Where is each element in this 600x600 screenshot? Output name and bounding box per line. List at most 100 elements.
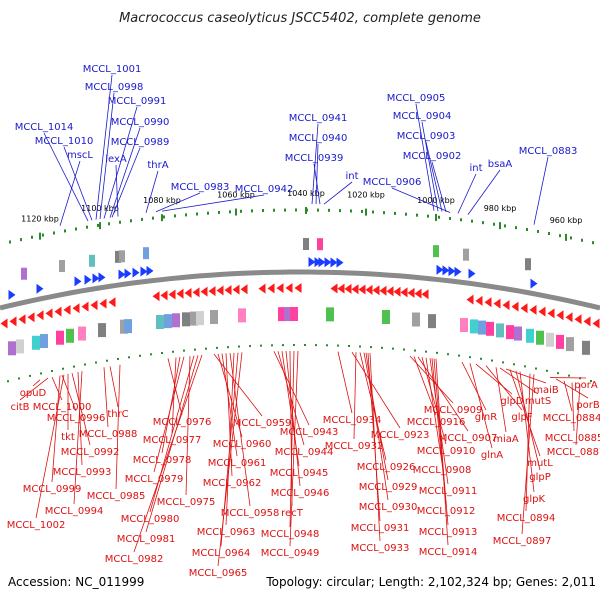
reverse-feature-block (460, 318, 468, 333)
reverse-label-leader (153, 356, 185, 473)
reverse-gene-label: glpP (529, 472, 551, 483)
reverse-gene-label: miaA (493, 434, 519, 445)
forward-gene-label: int (469, 163, 482, 174)
forward-feature-block (89, 254, 95, 267)
reverse-gene-label: MCCL_0907 (439, 433, 498, 444)
inner-scale-dot (249, 345, 251, 348)
reverse-gene-label: MCCL_0958 (221, 508, 280, 519)
reverse-gene-label: MCCL_0962 (203, 478, 262, 489)
reverse-label-leader (229, 353, 251, 507)
reverse-gene-arrow (294, 283, 302, 294)
scale-dot (262, 209, 264, 213)
reverse-gene-label: maiB (533, 385, 559, 396)
forward-feature-block (119, 250, 125, 263)
reverse-label-leader (499, 367, 539, 395)
inner-scale-dot (139, 354, 141, 357)
backbone-arc (0, 269, 600, 311)
forward-gene-label: MCCL_1001 (83, 64, 142, 75)
reverse-feature-block (326, 307, 334, 322)
scale-dot (273, 208, 275, 212)
reverse-gene-label: MCCL_0963 (197, 527, 256, 538)
forward-gene-arrow (448, 266, 456, 277)
scale-dot (31, 235, 33, 239)
reverse-gene-label: opuD (20, 388, 47, 399)
reverse-gene-label: MCCL_0981 (117, 534, 176, 545)
scale-dot (526, 228, 528, 232)
reverse-gene-label: MCCL_0943 (280, 427, 339, 438)
reverse-label-leader (77, 371, 83, 466)
reverse-gene-arrow (285, 283, 293, 294)
reverse-feature-block (496, 323, 504, 338)
reverse-feature-block (536, 330, 544, 345)
reverse-feature-block (506, 325, 514, 340)
gene-features (0, 238, 600, 356)
reverse-gene-arrow (484, 297, 492, 308)
inner-scale-dot (381, 346, 383, 349)
reverse-label-leader (421, 357, 447, 445)
reverse-label-leader (115, 364, 121, 490)
forward-label-leader (313, 163, 321, 205)
forward-label-leader (391, 187, 451, 213)
reverse-label-leader (575, 384, 581, 446)
reverse-gene-arrow (556, 310, 564, 321)
scale-tick-label: 1120 kbp (21, 215, 59, 224)
scale-dot (284, 208, 286, 212)
forward-gene-arrow (318, 257, 326, 268)
scale-dot (339, 209, 341, 213)
scale-dot (174, 214, 176, 218)
reverse-feature-block (210, 310, 218, 325)
scale-dot (504, 224, 506, 228)
reverse-feature-block (486, 321, 494, 336)
reverse-feature-block (284, 307, 292, 322)
forward-label-leader (59, 160, 81, 226)
reverse-gene-arrow (414, 288, 422, 299)
forward-label-leader (421, 121, 439, 212)
scale-dot (427, 214, 429, 218)
reverse-gene-label: glnR (475, 412, 497, 423)
scale-tick-label: 1040 kbp (287, 189, 325, 198)
reverse-gene-arrow (99, 298, 107, 309)
reverse-gene-arrow (216, 285, 224, 296)
reverse-gene-label: MCCL_0982 (105, 554, 164, 565)
scale-dot (328, 208, 330, 212)
forward-gene-arrow (124, 268, 132, 279)
reverse-label-leader (515, 370, 541, 471)
forward-gene-arrow (308, 257, 316, 268)
forward-feature-block (59, 260, 65, 273)
reverse-gene-arrow (27, 312, 35, 323)
accession-text: Accession: NC_011999 (8, 575, 144, 589)
forward-gene-arrow (132, 267, 140, 278)
forward-gene-label: MCCL_0998 (85, 82, 144, 93)
reverse-label-leader (571, 382, 575, 432)
reverse-gene-arrow (72, 303, 80, 314)
inner-scale-dot (535, 367, 537, 370)
reverse-gene-label: MCCL_1002 (7, 520, 66, 531)
reverse-gene-arrow (0, 318, 8, 329)
forward-gene-arrow (324, 257, 332, 268)
reverse-gene-label: MCCL_0908 (413, 465, 472, 476)
forward-gene-label: MCCL_0902 (403, 151, 462, 162)
reverse-gene-arrow (90, 300, 98, 311)
scale-dot (207, 211, 209, 215)
inner-scale-dot (194, 348, 196, 351)
scale-dot (592, 241, 594, 245)
reverse-feature-block (238, 308, 246, 323)
forward-label-leader (155, 192, 201, 213)
reverse-label-leader (425, 357, 443, 464)
forward-gene-label: MCCL_0990 (111, 117, 170, 128)
forward-gene-label: MCCL_0903 (397, 131, 456, 142)
reverse-feature-block (428, 314, 436, 329)
scale-dot (317, 208, 319, 212)
reverse-gene-label: MCCL_0885 (545, 433, 600, 444)
reverse-feature-block (78, 326, 86, 341)
summary-text: Topology: circular; Length: 2,102,324 bp… (265, 575, 596, 589)
forward-label-leader (311, 123, 319, 205)
inner-scale-dot (260, 344, 262, 347)
inner-scale-dot (458, 354, 460, 357)
reverse-label-leader (521, 374, 535, 535)
reverse-feature-block (172, 313, 180, 328)
forward-gene-arrow (98, 272, 106, 283)
scale-dot (53, 231, 55, 235)
forward-gene-label: MCCL_1014 (15, 122, 74, 133)
scale-dot (372, 210, 374, 214)
